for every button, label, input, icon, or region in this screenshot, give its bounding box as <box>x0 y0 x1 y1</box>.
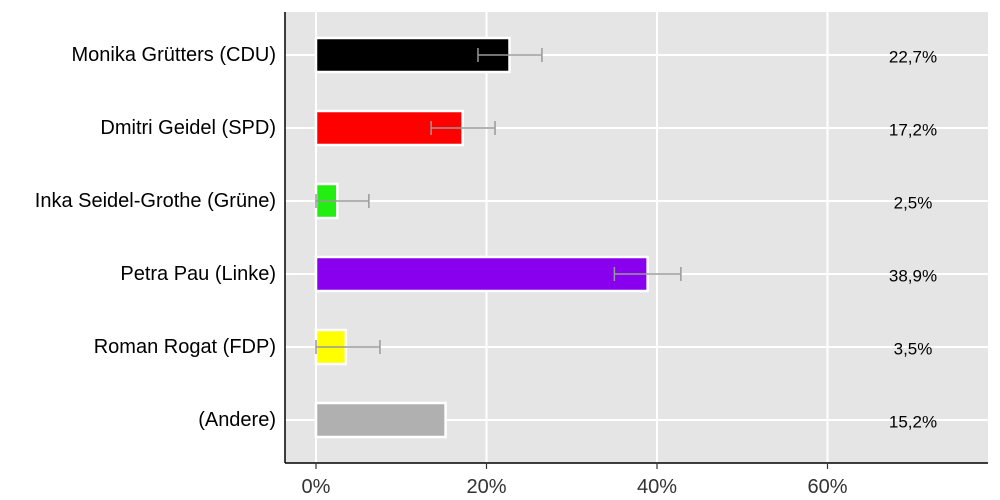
category-label: Dmitri Geidel (SPD) <box>100 117 276 139</box>
value-label: 17,2% <box>889 121 937 140</box>
category-label: Monika Grütters (CDU) <box>72 44 276 66</box>
category-label: Inka Seidel-Grothe (Grüne) <box>35 190 276 212</box>
bar <box>314 401 447 439</box>
bar <box>314 255 649 293</box>
x-tick-label: 0% <box>302 476 331 498</box>
x-tick-label: 40% <box>637 476 677 498</box>
x-tick-label: 60% <box>807 476 847 498</box>
value-label: 2,5% <box>894 194 933 213</box>
value-label: 38,9% <box>889 267 937 286</box>
x-tick-label: 20% <box>466 476 506 498</box>
value-label: 15,2% <box>889 413 937 432</box>
value-label: 3,5% <box>894 340 933 359</box>
category-label: (Andere) <box>198 409 276 431</box>
category-label: Roman Rogat (FDP) <box>94 336 276 358</box>
plot-background <box>285 12 988 463</box>
category-label: Petra Pau (Linke) <box>120 263 276 285</box>
value-label: 22,7% <box>889 48 937 67</box>
